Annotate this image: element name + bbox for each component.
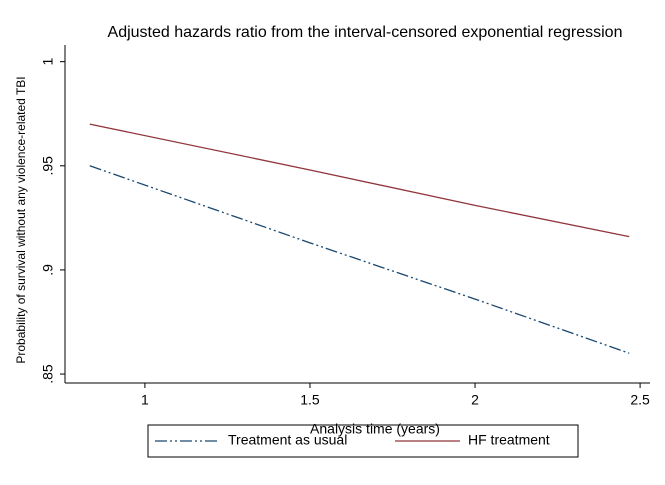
legend-label: HF treatment [468,432,550,448]
y-tick-label: .95 [40,156,56,176]
series-line [89,123,630,238]
legend-box [147,424,579,458]
legend-label: Treatment as usual [228,432,347,448]
series-line [89,165,630,354]
y-tick-label: .85 [40,364,56,384]
chart-title: Adjusted hazards ratio from the interval… [108,24,623,41]
y-tick-label: 1 [40,58,56,66]
x-tick-label: 1.5 [300,392,320,408]
y-tick-label: .9 [40,264,56,276]
x-tick-label: 2 [471,392,479,408]
x-tick-label: 2.5 [630,392,650,408]
y-axis-label: Probability of survival without any viol… [14,76,28,363]
x-tick-label: 1 [141,392,149,408]
